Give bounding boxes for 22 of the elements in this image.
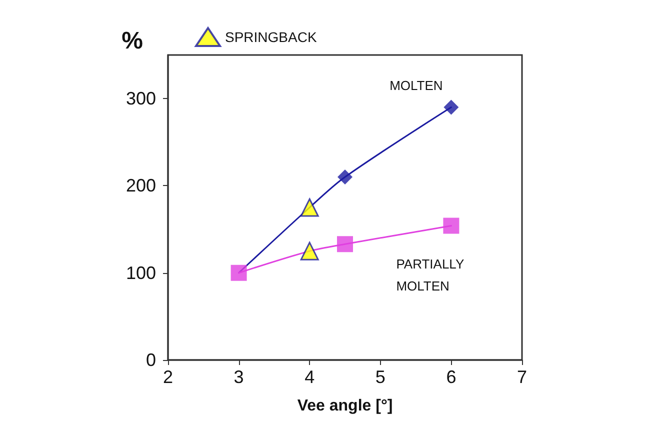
point: [338, 170, 352, 184]
point: [337, 236, 353, 252]
x-axis-title: Vee angle [°]: [297, 398, 393, 414]
y-tick-label: 300: [126, 88, 156, 109]
legend-label: SPRINGBACK: [225, 29, 318, 45]
x-tick-label: 5: [375, 367, 386, 387]
point: [300, 242, 319, 260]
y-tick-label: 100: [126, 262, 156, 283]
y-tick-label: 200: [126, 176, 156, 196]
x-tick-label: 6: [446, 367, 456, 387]
series-label: PARTIALLY MOLTEN: [396, 256, 468, 294]
x-tick-label: 3: [234, 367, 244, 387]
x-tick-label: 7: [516, 367, 528, 387]
x-tick-label: 2: [162, 367, 174, 387]
point: [444, 100, 459, 115]
point: [230, 264, 247, 281]
y-tick-label: 0: [146, 350, 156, 370]
y-axis-title: %: [122, 28, 143, 54]
x-tick-label: 4: [304, 367, 315, 387]
point: [443, 218, 460, 234]
series-label: MOLTEN: [390, 78, 443, 93]
point: [300, 198, 319, 217]
